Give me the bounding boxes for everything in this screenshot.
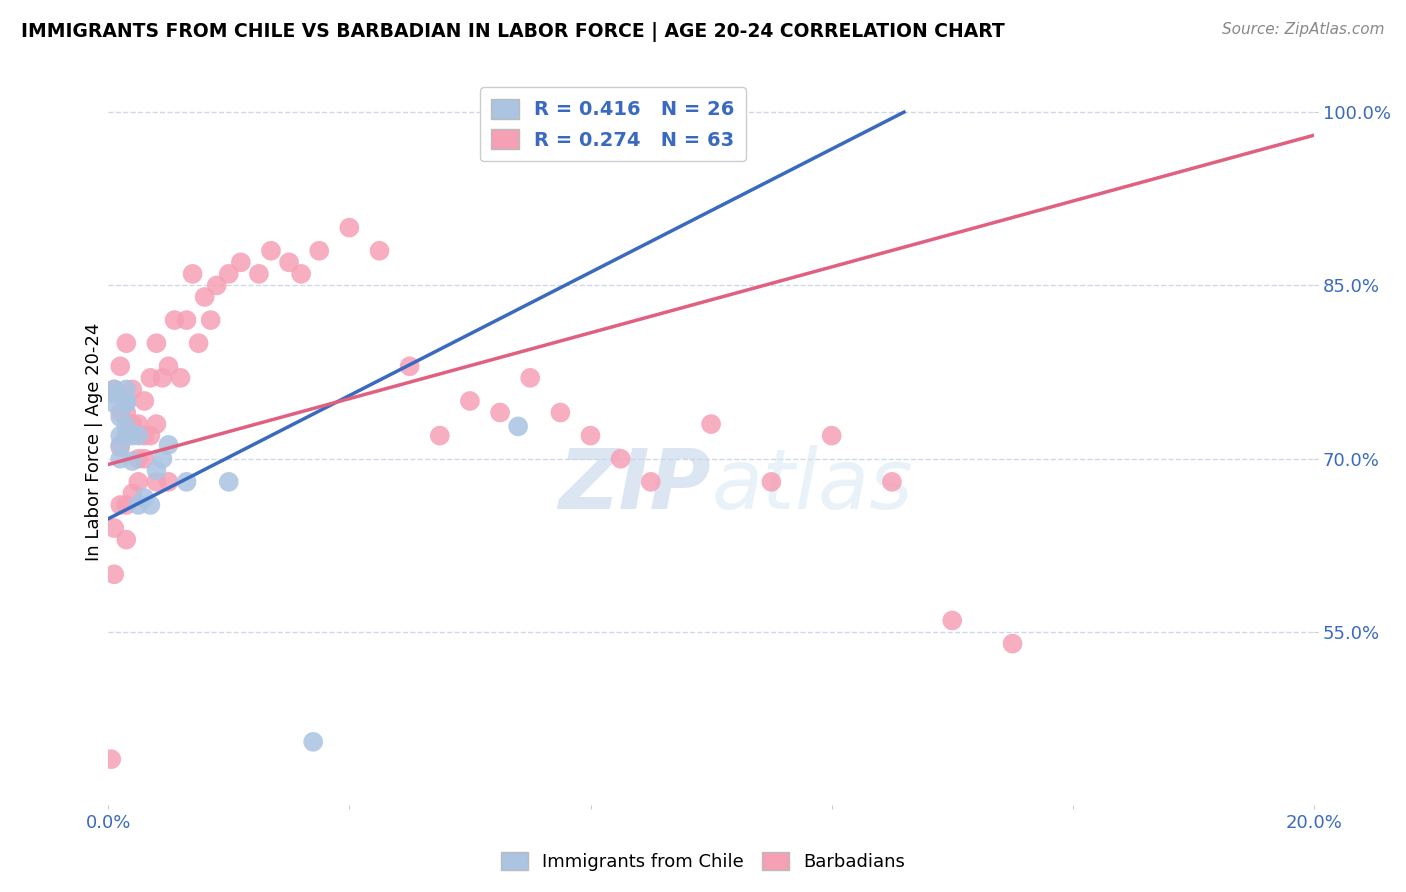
Point bbox=[278, 255, 301, 269]
Point bbox=[110, 428, 132, 442]
Text: IMMIGRANTS FROM CHILE VS BARBADIAN IN LABOR FORCE | AGE 20-24 CORRELATION CHART: IMMIGRANTS FROM CHILE VS BARBADIAN IN LA… bbox=[21, 22, 1005, 42]
Point bbox=[110, 498, 132, 512]
Point bbox=[134, 428, 156, 442]
Point bbox=[609, 451, 631, 466]
Point bbox=[127, 428, 149, 442]
Point bbox=[115, 428, 138, 442]
Point bbox=[110, 451, 132, 466]
Point bbox=[508, 419, 530, 434]
Point bbox=[145, 463, 167, 477]
Point bbox=[121, 383, 143, 397]
Point bbox=[121, 486, 143, 500]
Point bbox=[103, 396, 125, 410]
Point bbox=[115, 533, 138, 547]
Point bbox=[200, 313, 222, 327]
Point bbox=[157, 475, 180, 489]
Point bbox=[761, 475, 783, 489]
Point bbox=[145, 417, 167, 431]
Point bbox=[139, 428, 162, 442]
Point bbox=[163, 313, 186, 327]
Point bbox=[110, 440, 132, 454]
Point bbox=[115, 405, 138, 419]
Point bbox=[103, 521, 125, 535]
Point bbox=[579, 428, 602, 442]
Point bbox=[218, 267, 240, 281]
Point bbox=[127, 475, 149, 489]
Point bbox=[337, 220, 360, 235]
Point bbox=[194, 290, 217, 304]
Point bbox=[205, 278, 228, 293]
Point bbox=[103, 567, 125, 582]
Point bbox=[115, 394, 138, 409]
Point bbox=[302, 735, 325, 749]
Point bbox=[550, 405, 572, 419]
Point bbox=[157, 359, 180, 374]
Point bbox=[121, 417, 143, 431]
Point bbox=[115, 498, 138, 512]
Point bbox=[458, 394, 481, 409]
Point bbox=[145, 475, 167, 489]
Text: ZIP: ZIP bbox=[558, 444, 711, 525]
Point bbox=[700, 417, 723, 431]
Point bbox=[880, 475, 903, 489]
Point bbox=[640, 475, 662, 489]
Point bbox=[187, 336, 209, 351]
Point bbox=[139, 498, 162, 512]
Point bbox=[110, 410, 132, 425]
Point bbox=[398, 359, 420, 374]
Point bbox=[115, 336, 138, 351]
Point bbox=[247, 267, 270, 281]
Point bbox=[121, 428, 143, 442]
Point bbox=[115, 383, 138, 397]
Point bbox=[489, 405, 512, 419]
Point bbox=[941, 614, 963, 628]
Point bbox=[1001, 637, 1024, 651]
Point bbox=[821, 428, 844, 442]
Point bbox=[688, 107, 710, 121]
Point bbox=[134, 491, 156, 505]
Point bbox=[368, 244, 391, 258]
Point bbox=[152, 451, 174, 466]
Point bbox=[139, 371, 162, 385]
Point bbox=[169, 371, 191, 385]
Point bbox=[688, 105, 710, 120]
Point bbox=[181, 267, 204, 281]
Point bbox=[110, 359, 132, 374]
Point bbox=[152, 371, 174, 385]
Point bbox=[145, 336, 167, 351]
Point bbox=[134, 394, 156, 409]
Legend: R = 0.416   N = 26, R = 0.274   N = 63: R = 0.416 N = 26, R = 0.274 N = 63 bbox=[479, 87, 747, 161]
Point bbox=[115, 396, 138, 410]
Y-axis label: In Labor Force | Age 20-24: In Labor Force | Age 20-24 bbox=[86, 322, 103, 560]
Point bbox=[127, 417, 149, 431]
Point bbox=[103, 387, 125, 401]
Point bbox=[176, 475, 198, 489]
Point bbox=[308, 244, 330, 258]
Point bbox=[127, 498, 149, 512]
Point bbox=[218, 475, 240, 489]
Point bbox=[110, 438, 132, 452]
Point bbox=[103, 383, 125, 397]
Point bbox=[260, 244, 283, 258]
Point bbox=[115, 419, 138, 434]
Point bbox=[229, 255, 252, 269]
Text: atlas: atlas bbox=[711, 444, 912, 525]
Point bbox=[429, 428, 451, 442]
Legend: Immigrants from Chile, Barbadians: Immigrants from Chile, Barbadians bbox=[494, 845, 912, 879]
Point bbox=[115, 394, 138, 409]
Point bbox=[110, 405, 132, 419]
Point bbox=[176, 313, 198, 327]
Point bbox=[519, 371, 541, 385]
Text: Source: ZipAtlas.com: Source: ZipAtlas.com bbox=[1222, 22, 1385, 37]
Point bbox=[290, 267, 312, 281]
Point bbox=[157, 438, 180, 452]
Point bbox=[127, 451, 149, 466]
Point bbox=[100, 752, 122, 766]
Point bbox=[103, 383, 125, 397]
Point bbox=[134, 451, 156, 466]
Point bbox=[121, 454, 143, 468]
